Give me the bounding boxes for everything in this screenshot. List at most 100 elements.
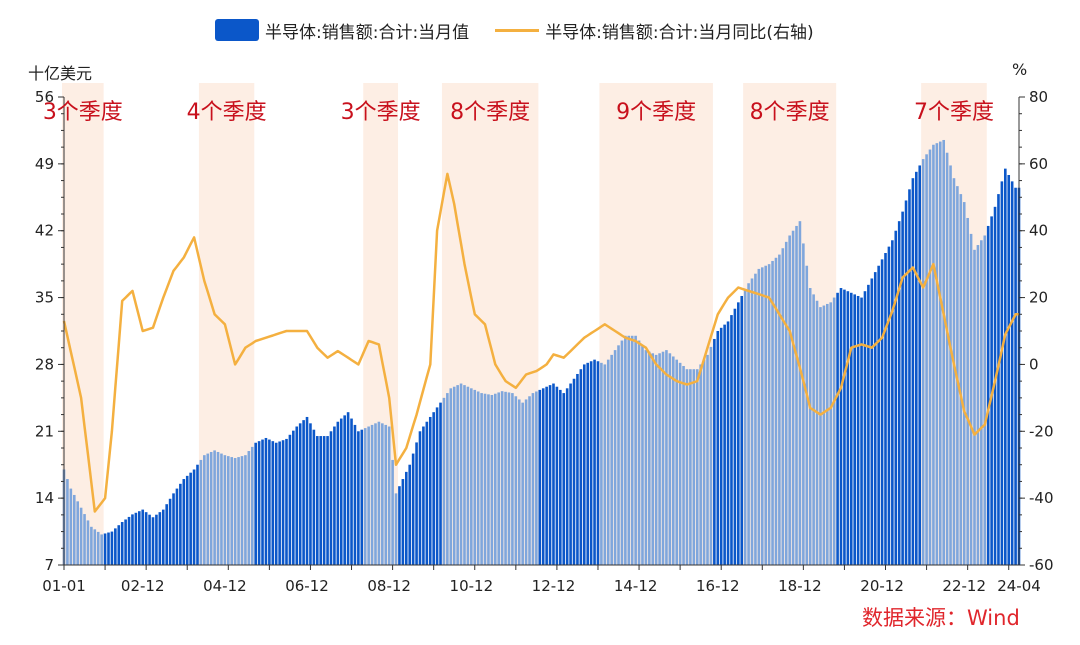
bar [654, 354, 658, 565]
bar [206, 453, 210, 565]
bar [740, 295, 744, 565]
bar [470, 388, 473, 565]
bar [521, 402, 524, 565]
bar [928, 149, 932, 565]
bar [675, 359, 679, 565]
bar [384, 424, 388, 565]
bar [131, 514, 134, 565]
bar [250, 446, 254, 565]
bar [439, 402, 442, 565]
bar [706, 354, 709, 565]
bar [637, 340, 641, 565]
bar [545, 386, 548, 565]
bar [264, 437, 268, 565]
bar [432, 412, 435, 565]
bar [117, 525, 121, 565]
left-tick-label: 28 [35, 355, 54, 373]
bar [911, 178, 915, 566]
bar [500, 391, 504, 565]
bar [507, 392, 511, 565]
bar [819, 307, 822, 565]
bar [425, 421, 429, 565]
bar [363, 428, 367, 565]
x-tick-label: 12-12 [532, 577, 576, 595]
bar [315, 436, 319, 565]
bar [767, 264, 771, 565]
bar [860, 297, 863, 565]
legend-item-bars[interactable]: 半导体:销售额:合计:当月值 [215, 18, 469, 43]
bar [165, 504, 168, 565]
bar [784, 241, 788, 565]
bar [658, 353, 661, 565]
bar [1000, 181, 1004, 565]
bar [401, 479, 405, 565]
bar [832, 297, 836, 565]
bar-series [62, 139, 1021, 566]
bar [158, 512, 162, 565]
bar [466, 386, 470, 565]
bar [480, 393, 483, 565]
bar [692, 369, 696, 565]
bar [367, 426, 370, 565]
bar [822, 305, 826, 565]
bar [634, 335, 637, 565]
bar [915, 171, 918, 565]
x-tick-label: 08-12 [367, 577, 411, 595]
bar [230, 457, 234, 565]
bar [586, 362, 590, 565]
bar [374, 423, 377, 565]
right-tick-label: -20 [1029, 422, 1054, 440]
bar [517, 399, 521, 565]
bar [528, 396, 531, 565]
bar [305, 416, 309, 565]
bar [456, 385, 459, 565]
bar [72, 494, 76, 565]
yoy-line [62, 172, 1019, 513]
legend-line-swatch [495, 28, 540, 32]
bar [350, 418, 353, 565]
bar [144, 512, 148, 565]
bar [446, 393, 449, 565]
bar [606, 359, 610, 565]
bar [203, 455, 206, 565]
bar [815, 300, 819, 565]
bar [247, 451, 251, 565]
bar [66, 479, 69, 565]
left-tick-label: 14 [35, 489, 54, 507]
bar [182, 479, 186, 565]
shaded-period-1 [62, 83, 104, 565]
bar [422, 426, 425, 565]
bar [387, 426, 391, 565]
bar [473, 389, 477, 565]
bar [730, 315, 733, 565]
bar [90, 526, 93, 565]
bar [196, 464, 199, 565]
bar [227, 456, 230, 565]
bar [281, 440, 285, 565]
bar [685, 369, 689, 565]
bar [497, 392, 501, 565]
bar [856, 295, 860, 565]
right-tick-label: -40 [1029, 489, 1054, 507]
legend-item-line[interactable]: 半导体:销售额:合计:当月同比(右轴) [495, 18, 814, 43]
bar [986, 225, 990, 565]
bar [627, 335, 631, 565]
bar [322, 436, 326, 565]
bar [743, 289, 747, 565]
bar [134, 512, 138, 565]
period-duration-label: 8个季度 [750, 100, 830, 125]
bar [689, 369, 692, 565]
bar [418, 431, 422, 565]
bar [925, 154, 928, 565]
bar [309, 423, 312, 565]
bar [630, 335, 634, 565]
bar [579, 369, 583, 565]
bar [138, 511, 141, 565]
bar [83, 514, 86, 565]
x-tick-label: 16-12 [696, 577, 740, 595]
bar [233, 458, 237, 565]
bar [1004, 168, 1007, 565]
bar [846, 291, 850, 565]
bar [148, 514, 151, 565]
